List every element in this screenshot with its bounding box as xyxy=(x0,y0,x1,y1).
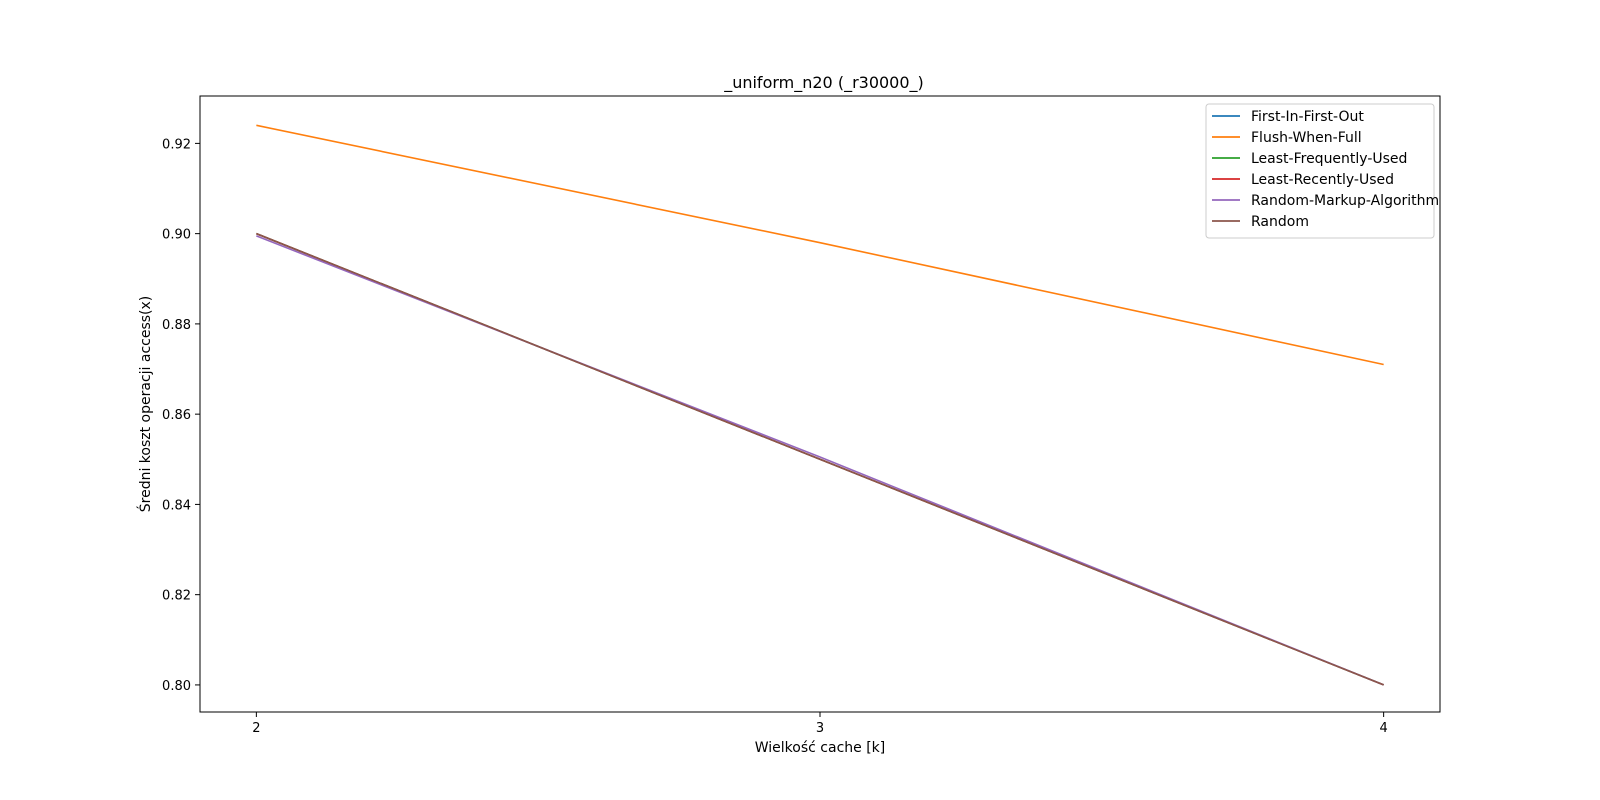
x-tick-label: 2 xyxy=(252,721,260,736)
y-tick-label: 0.88 xyxy=(162,318,191,333)
x-tick-label: 4 xyxy=(1379,721,1387,736)
y-axis-ticks: 0.80 0.82 0.84 0.86 0.88 0.90 0.92 xyxy=(162,137,200,694)
legend-label: Random xyxy=(1251,214,1309,230)
legend-label: First-In-First-Out xyxy=(1251,109,1364,125)
y-tick-label: 0.80 xyxy=(162,679,191,694)
legend-label: Random-Markup-Algorithm xyxy=(1251,193,1439,209)
legend-label: Flush-When-Full xyxy=(1251,130,1362,146)
series-line-random xyxy=(256,234,1383,685)
y-tick-label: 0.92 xyxy=(162,137,191,152)
chart-title: _uniform_n20 (_r30000_) xyxy=(723,73,924,93)
y-tick-label: 0.84 xyxy=(162,498,191,513)
y-tick-label: 0.86 xyxy=(162,408,191,423)
y-axis-label: Średni koszt operacji access(x) xyxy=(136,296,154,513)
y-tick-label: 0.82 xyxy=(162,589,191,604)
y-tick-label: 0.90 xyxy=(162,228,191,243)
legend-label: Least-Recently-Used xyxy=(1251,172,1394,188)
legend-label: Least-Frequently-Used xyxy=(1251,151,1407,167)
legend: First-In-First-Out Flush-When-Full Least-F… xyxy=(1206,104,1439,238)
x-axis-label: Wielkość cache [k] xyxy=(755,740,885,756)
x-axis-ticks: 2 3 4 xyxy=(252,712,1388,736)
x-tick-label: 3 xyxy=(816,721,824,736)
